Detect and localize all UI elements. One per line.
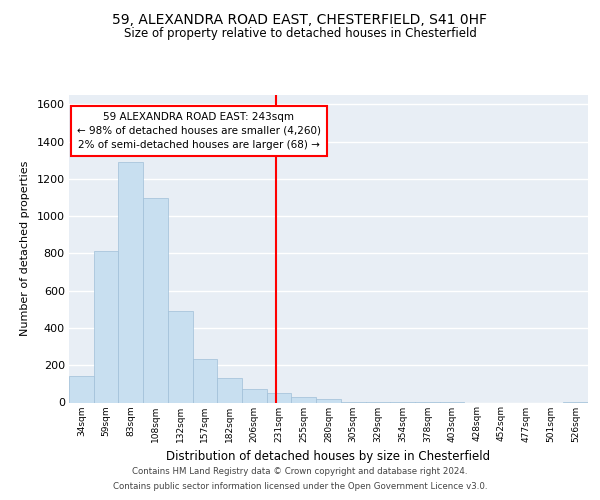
Bar bbox=[118, 162, 143, 402]
Text: Contains HM Land Registry data © Crown copyright and database right 2024.: Contains HM Land Registry data © Crown c… bbox=[132, 467, 468, 476]
Bar bbox=[242, 388, 267, 402]
Bar bbox=[94, 250, 118, 402]
Bar bbox=[143, 198, 168, 402]
Bar bbox=[193, 358, 217, 403]
Text: 59 ALEXANDRA ROAD EAST: 243sqm
← 98% of detached houses are smaller (4,260)
2% o: 59 ALEXANDRA ROAD EAST: 243sqm ← 98% of … bbox=[77, 112, 321, 150]
Bar bbox=[69, 376, 94, 402]
Text: 59, ALEXANDRA ROAD EAST, CHESTERFIELD, S41 0HF: 59, ALEXANDRA ROAD EAST, CHESTERFIELD, S… bbox=[113, 12, 487, 26]
X-axis label: Distribution of detached houses by size in Chesterfield: Distribution of detached houses by size … bbox=[166, 450, 491, 463]
Text: Contains public sector information licensed under the Open Government Licence v3: Contains public sector information licen… bbox=[113, 482, 487, 491]
Text: Size of property relative to detached houses in Chesterfield: Size of property relative to detached ho… bbox=[124, 28, 476, 40]
Bar bbox=[267, 393, 292, 402]
Y-axis label: Number of detached properties: Number of detached properties bbox=[20, 161, 30, 336]
Bar bbox=[316, 399, 341, 402]
Bar bbox=[292, 397, 316, 402]
Bar bbox=[217, 378, 242, 402]
Bar bbox=[168, 311, 193, 402]
